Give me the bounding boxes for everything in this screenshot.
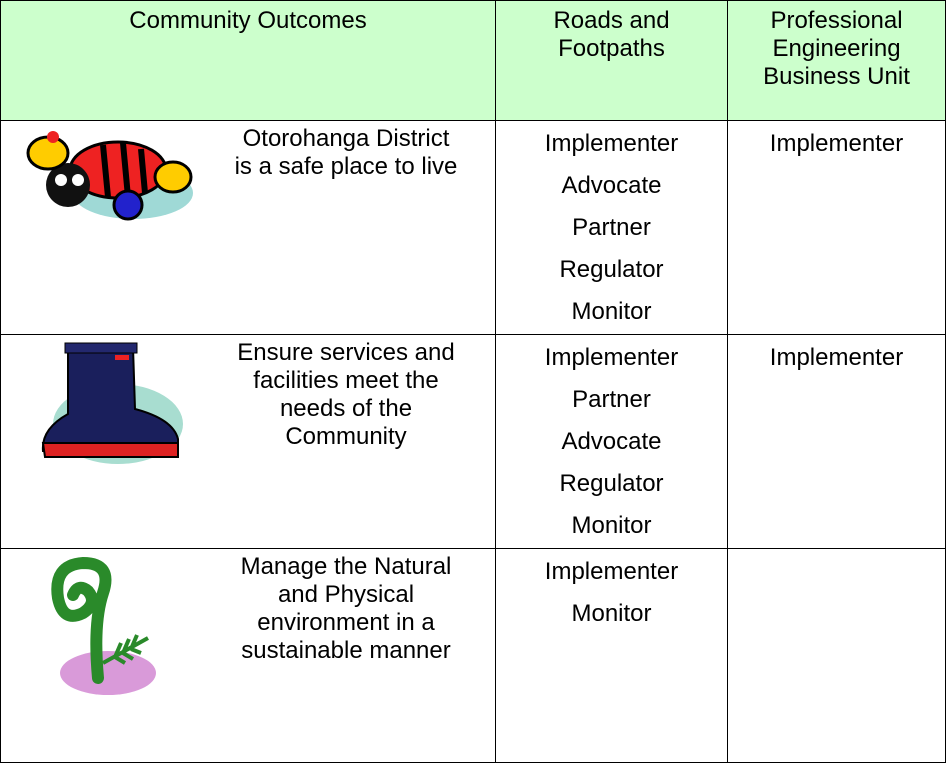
header-cell: Professional Engineering Business Unit [727,0,946,121]
engineering-cell: Implementer [727,334,946,549]
role: Monitor [571,512,652,539]
role: Implementer [769,130,904,157]
outcome-text: Manage the Natural and Physical environm… [240,553,452,664]
engineering-cell: Implementer [727,120,946,335]
header-text: Roads and Footpaths [553,7,670,62]
outcome-cell: Otorohanga District is a safe place to l… [0,120,496,335]
outcome-cell: Manage the Natural and Physical environm… [0,548,496,763]
role: Implementer [769,344,904,371]
outcome-text: Otorohanga District is a safe place to l… [234,125,458,180]
role: Advocate [561,428,662,455]
roads-cell: Implementer Partner Advocate Regulator Monit… [495,334,728,549]
role: Implementer [544,344,679,371]
role: Monitor [571,600,652,627]
role: Partner [572,386,651,413]
engineering-cell [727,548,946,763]
role: Implementer [544,558,679,585]
fern-icon [51,556,156,695]
outcome-text: Ensure services and facilities meet the … [237,339,455,450]
roads-cell: Implementer Advocate Partner Regulator Monit… [495,120,728,335]
roads-cell: Implementer Monitor [495,548,728,763]
bee-icon [26,131,193,221]
header-cell: Roads and Footpaths [495,0,728,121]
role: Regulator [559,470,664,497]
role: Partner [572,214,651,241]
role: Implementer [544,130,679,157]
role: Regulator [559,256,664,283]
role: Monitor [571,298,652,325]
boot-icon [41,342,183,464]
header-text: Professional Engineering Business Unit [763,7,910,90]
outcome-cell: Ensure services and facilities meet the … [0,334,496,549]
header-cell: Community Outcomes [0,0,496,121]
header-text: Community Outcomes [129,7,367,34]
role: Advocate [561,172,662,199]
